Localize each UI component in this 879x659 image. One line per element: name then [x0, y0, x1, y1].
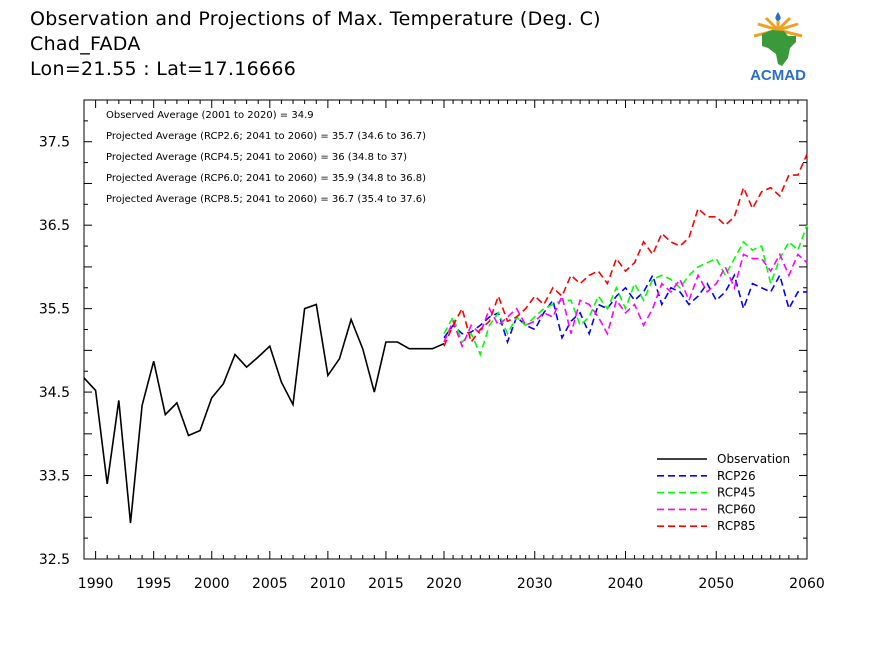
x-tick-label: 1990: [78, 576, 114, 592]
coordinates: Lon=21.55 : Lat=17.16666: [30, 58, 297, 80]
x-tick-label: 2000: [194, 576, 230, 592]
legend-label-rcp26: RCP26: [717, 469, 756, 483]
x-tick-label: 2040: [608, 576, 644, 592]
annotation-line: Projected Average (RCP4.5; 2041 to 2060)…: [106, 152, 407, 163]
annotation-line: Observed Average (2001 to 2020) = 34.9: [106, 110, 314, 121]
annotation-line: Projected Average (RCP6.0; 2041 to 2060)…: [106, 173, 426, 184]
legend-label-rcp60: RCP60: [717, 502, 756, 516]
axis-ticks: 32.5 33.5 34.5 35.5 36.5 37.5 1990 1995 2000 2005…: [39, 99, 825, 592]
series-rcp45: [443, 224, 808, 357]
x-tick-label: 2010: [310, 576, 346, 592]
annotation-line: Projected Average (RCP2.6; 2041 to 2060)…: [106, 131, 426, 142]
annotation-line: Projected Average (RCP8.5; 2041 to 2060)…: [106, 194, 426, 205]
y-tick-label: 33.5: [39, 469, 70, 485]
y-tick-label: 34.5: [39, 385, 70, 401]
series-observation: [83, 303, 445, 524]
legend-label-rcp45: RCP45: [717, 486, 756, 500]
legend-label-observation: Observation: [717, 452, 790, 466]
series-lines: [83, 153, 808, 524]
series-rcp60: [443, 252, 808, 349]
y-tick-label: 35.5: [39, 302, 70, 318]
location-name: Chad_FADA: [30, 33, 141, 55]
chart-title: Observation and Projections of Max. Temp…: [30, 8, 601, 30]
x-tick-label: 2060: [789, 576, 825, 592]
x-tick-label: 2015: [368, 576, 404, 592]
y-tick-label: 32.5: [39, 552, 70, 568]
x-tick-label: 2030: [517, 576, 553, 592]
annotations: Observed Average (2001 to 2020) = 34.9 Pr…: [106, 110, 426, 205]
series-rcp85: [443, 153, 808, 347]
x-tick-label: 2050: [698, 576, 734, 592]
y-tick-label: 36.5: [39, 218, 70, 234]
legend-label-rcp85: RCP85: [717, 519, 756, 533]
series-rcp26: [443, 273, 807, 345]
x-tick-label: 1995: [136, 576, 172, 592]
x-tick-label: 2020: [426, 576, 462, 592]
logo-text: ACMAD: [750, 67, 806, 84]
africa-logo-icon: ACMAD: [738, 8, 818, 84]
x-tick-label: 2005: [252, 576, 288, 592]
legend: Observation RCP26 RCP45 RCP60 RCP85: [657, 452, 790, 533]
y-tick-label: 37.5: [39, 135, 70, 151]
